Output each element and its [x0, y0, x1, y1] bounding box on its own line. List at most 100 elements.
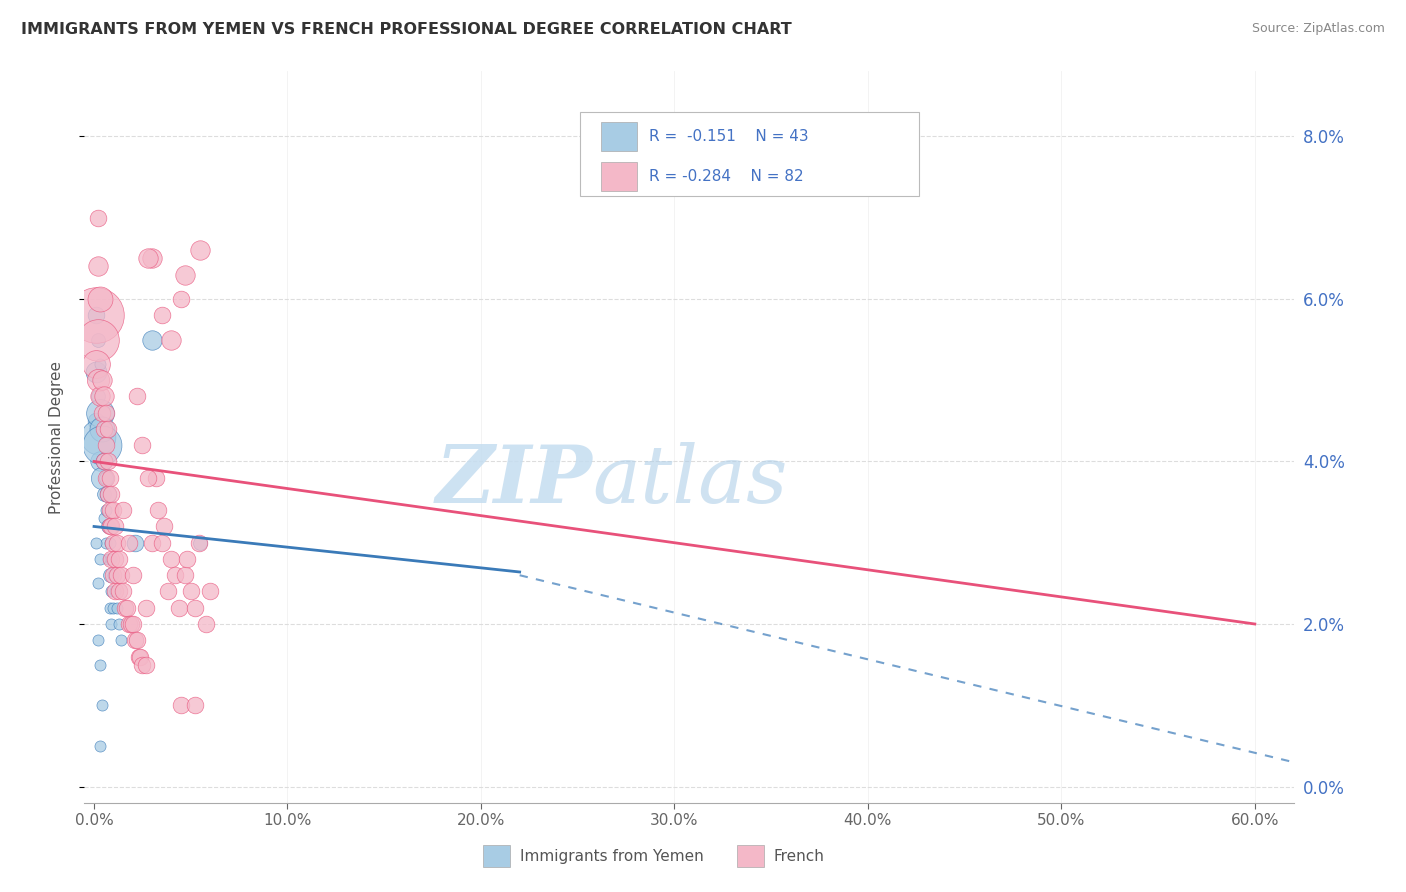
Point	[187, 535, 209, 549]
Point	[97, 422, 120, 436]
Point	[110, 568, 132, 582]
Point	[100, 487, 122, 501]
Point	[198, 584, 221, 599]
Point	[131, 438, 153, 452]
Point	[93, 454, 115, 468]
Text: atlas: atlas	[592, 442, 787, 520]
Point	[103, 503, 125, 517]
Point	[190, 243, 212, 257]
Point	[108, 617, 131, 632]
Point	[174, 268, 197, 282]
Point	[135, 657, 157, 672]
Point	[100, 552, 122, 566]
Point	[87, 633, 110, 648]
Point	[87, 389, 110, 403]
Bar	[600, 122, 637, 152]
Point	[112, 503, 135, 517]
Point	[98, 519, 121, 533]
Point	[131, 657, 153, 672]
Point	[84, 308, 107, 322]
Point	[150, 308, 173, 322]
Point	[94, 471, 117, 485]
Point	[118, 535, 141, 549]
Point	[167, 600, 190, 615]
Point	[90, 471, 112, 485]
Point	[89, 657, 111, 672]
Y-axis label: Professional Degree: Professional Degree	[49, 360, 63, 514]
Point	[97, 487, 120, 501]
Point	[87, 333, 110, 347]
Point	[129, 649, 152, 664]
Point	[90, 373, 112, 387]
Point	[104, 584, 127, 599]
Point	[136, 471, 159, 485]
Text: Source: ZipAtlas.com: Source: ZipAtlas.com	[1251, 22, 1385, 36]
Point	[146, 503, 169, 517]
Point	[97, 552, 120, 566]
Point	[124, 535, 146, 549]
Point	[94, 471, 117, 485]
Point	[89, 406, 111, 420]
Point	[89, 389, 111, 403]
Point	[98, 535, 121, 549]
Point	[118, 617, 141, 632]
Point	[195, 617, 218, 632]
Point	[89, 357, 111, 371]
Point	[152, 519, 174, 533]
Point	[87, 576, 110, 591]
Point	[136, 252, 159, 266]
Point	[141, 535, 163, 549]
Point	[108, 552, 131, 566]
Text: French: French	[773, 848, 824, 863]
Point	[93, 511, 115, 525]
Point	[93, 422, 115, 436]
Point	[87, 260, 110, 274]
Point	[125, 389, 148, 403]
Point	[112, 584, 135, 599]
Text: R =  -0.151    N = 43: R = -0.151 N = 43	[650, 129, 808, 145]
Point	[141, 252, 163, 266]
Point	[87, 211, 110, 225]
Point	[97, 519, 120, 533]
Point	[104, 519, 127, 533]
Text: ZIP: ZIP	[436, 442, 592, 520]
Point	[90, 438, 112, 452]
Point	[104, 584, 127, 599]
Point	[160, 333, 183, 347]
Point	[87, 373, 110, 387]
Point	[190, 535, 212, 549]
Point	[156, 584, 179, 599]
Point	[170, 292, 193, 306]
Point	[89, 552, 111, 566]
Point	[174, 568, 197, 582]
Point	[125, 633, 148, 648]
Bar	[600, 162, 637, 191]
Point	[98, 568, 121, 582]
Point	[114, 600, 136, 615]
Point	[93, 454, 115, 468]
Point	[124, 633, 146, 648]
Point	[97, 487, 120, 501]
Point	[180, 584, 202, 599]
Point	[98, 503, 121, 517]
Point	[94, 406, 117, 420]
Point	[121, 617, 143, 632]
Point	[87, 333, 110, 347]
Point	[183, 698, 205, 713]
Point	[84, 414, 107, 428]
Point	[120, 617, 142, 632]
Point	[110, 633, 132, 648]
Point	[145, 471, 167, 485]
Point	[100, 584, 122, 599]
Point	[121, 568, 143, 582]
Point	[183, 600, 205, 615]
Point	[84, 535, 107, 549]
Point	[89, 739, 111, 753]
Point	[150, 535, 173, 549]
Point	[89, 292, 111, 306]
Point	[94, 535, 117, 549]
Point	[160, 552, 183, 566]
Point	[84, 357, 107, 371]
Point	[105, 535, 128, 549]
Text: Immigrants from Yemen: Immigrants from Yemen	[520, 848, 703, 863]
